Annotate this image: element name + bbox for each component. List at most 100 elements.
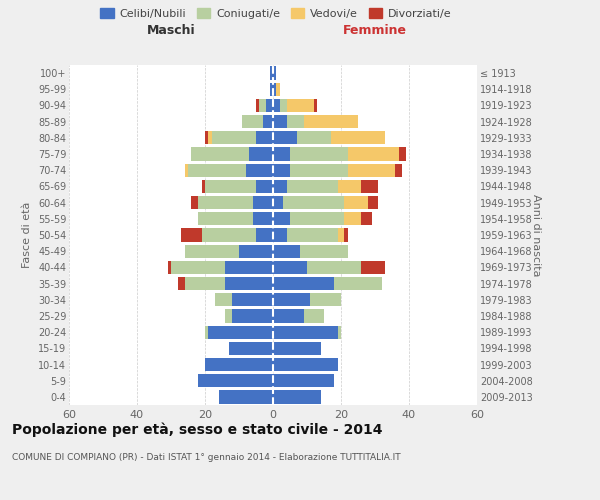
Bar [273, 277, 334, 290]
Bar [188, 164, 246, 177]
Bar [256, 180, 273, 193]
Bar [338, 180, 361, 193]
Bar [253, 196, 273, 209]
Bar [205, 131, 208, 144]
Bar [304, 115, 358, 128]
Bar [273, 293, 310, 306]
Bar [273, 99, 280, 112]
Bar [232, 293, 273, 306]
Legend: Celibi/Nubili, Coniugati/e, Vedovi/e, Divorziati/e: Celibi/Nubili, Coniugati/e, Vedovi/e, Di… [100, 8, 452, 19]
Bar [273, 164, 290, 177]
Bar [334, 277, 382, 290]
Bar [202, 228, 256, 241]
Bar [273, 82, 277, 96]
Bar [277, 82, 280, 96]
Bar [226, 260, 273, 274]
Bar [290, 164, 348, 177]
Bar [191, 148, 249, 160]
Bar [273, 244, 300, 258]
Bar [215, 293, 232, 306]
Text: Popolazione per età, sesso e stato civile - 2014: Popolazione per età, sesso e stato civil… [12, 422, 383, 437]
Bar [287, 99, 314, 112]
Bar [348, 148, 399, 160]
Bar [181, 228, 202, 241]
Bar [290, 148, 348, 160]
Bar [273, 196, 283, 209]
Bar [300, 244, 348, 258]
Bar [304, 310, 324, 322]
Bar [269, 82, 273, 96]
Bar [205, 358, 273, 371]
Bar [191, 196, 198, 209]
Bar [331, 131, 385, 144]
Bar [242, 115, 263, 128]
Bar [198, 196, 253, 209]
Bar [344, 212, 361, 226]
Bar [246, 164, 273, 177]
Bar [198, 374, 273, 388]
Bar [280, 99, 287, 112]
Text: Maschi: Maschi [146, 24, 196, 38]
Bar [273, 374, 334, 388]
Bar [256, 228, 273, 241]
Bar [229, 342, 273, 355]
Bar [178, 277, 185, 290]
Y-axis label: Anni di nascita: Anni di nascita [531, 194, 541, 276]
Bar [338, 326, 341, 339]
Bar [226, 277, 273, 290]
Bar [399, 148, 406, 160]
Bar [273, 131, 297, 144]
Y-axis label: Fasce di età: Fasce di età [22, 202, 32, 268]
Bar [344, 196, 368, 209]
Bar [212, 131, 256, 144]
Bar [185, 277, 226, 290]
Bar [205, 326, 208, 339]
Bar [273, 180, 287, 193]
Bar [185, 244, 239, 258]
Bar [290, 212, 344, 226]
Bar [273, 310, 304, 322]
Bar [307, 260, 361, 274]
Bar [256, 99, 259, 112]
Bar [283, 196, 344, 209]
Bar [348, 164, 395, 177]
Bar [273, 148, 290, 160]
Bar [185, 164, 188, 177]
Bar [256, 131, 273, 144]
Bar [368, 196, 379, 209]
Bar [273, 358, 338, 371]
Bar [263, 115, 273, 128]
Bar [361, 260, 385, 274]
Bar [287, 228, 338, 241]
Bar [273, 228, 287, 241]
Bar [287, 115, 304, 128]
Bar [208, 131, 212, 144]
Bar [253, 212, 273, 226]
Bar [198, 212, 253, 226]
Bar [205, 180, 256, 193]
Bar [273, 115, 287, 128]
Bar [266, 99, 273, 112]
Bar [208, 326, 273, 339]
Bar [310, 293, 341, 306]
Bar [344, 228, 348, 241]
Bar [273, 390, 320, 404]
Text: Femmine: Femmine [343, 24, 407, 38]
Text: COMUNE DI COMPIANO (PR) - Dati ISTAT 1° gennaio 2014 - Elaborazione TUTTITALIA.I: COMUNE DI COMPIANO (PR) - Dati ISTAT 1° … [12, 452, 401, 462]
Bar [202, 180, 205, 193]
Bar [273, 326, 338, 339]
Bar [273, 66, 277, 80]
Bar [297, 131, 331, 144]
Bar [167, 260, 171, 274]
Bar [338, 228, 344, 241]
Bar [259, 99, 266, 112]
Bar [287, 180, 338, 193]
Bar [361, 180, 379, 193]
Bar [273, 212, 290, 226]
Bar [171, 260, 226, 274]
Bar [239, 244, 273, 258]
Bar [226, 310, 232, 322]
Bar [249, 148, 273, 160]
Bar [395, 164, 402, 177]
Bar [361, 212, 371, 226]
